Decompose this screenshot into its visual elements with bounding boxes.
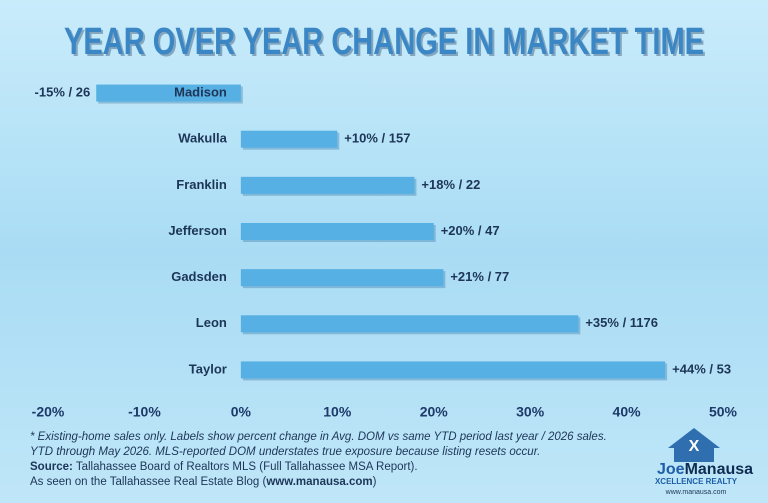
logo-tagline: XCELLENCE REALTY xyxy=(655,477,738,486)
plot: -20% -10% 0% 10% 20% 30% 40% 50% -15% / 26 Madiso… xyxy=(32,85,738,420)
category-label: Madison xyxy=(174,85,227,100)
value-label: +18% / 22 xyxy=(421,177,480,192)
bar xyxy=(240,176,415,194)
category-label: Jefferson xyxy=(168,223,227,238)
bar xyxy=(240,269,444,287)
value-label: +10% / 157 xyxy=(344,131,410,146)
x-tick-label: 10% xyxy=(323,404,352,420)
logo-brand-first: Joe xyxy=(657,461,685,478)
logo-url: www.manausa.com xyxy=(665,489,727,496)
x-tick-label: 30% xyxy=(516,404,545,420)
value-label: +35% / 1176 xyxy=(585,315,658,330)
logo-brand-second: Manausa xyxy=(685,461,754,478)
credit-text: As seen on the Tallahassee Real Estate B… xyxy=(30,476,266,488)
logo-brand: JoeManausa xyxy=(657,461,753,478)
logo-x: X xyxy=(689,438,700,455)
credit-text: ) xyxy=(373,476,377,488)
x-tick-label: 40% xyxy=(613,404,642,420)
credit-link: www.manausa.com xyxy=(265,476,372,488)
title-shadow: YEAR OVER YEAR CHANGE IN MARKET TIME xyxy=(66,23,706,65)
source-text: Tallahassee Board of Realtors MLS (Full … xyxy=(73,461,418,473)
note: YTD through May 2026. MLS-reported DOM u… xyxy=(30,446,540,458)
logo-house xyxy=(668,428,720,462)
note: * Existing-home sales only. Labels show … xyxy=(30,431,607,443)
chart-title: YEAR OVER YEAR CHANGE IN MARKET TIME xyxy=(64,21,704,63)
bar xyxy=(240,361,666,379)
bar xyxy=(240,315,579,333)
logo: X JoeManausa XCELLENCE REALTY www.manaus… xyxy=(655,428,753,496)
credit: As seen on the Tallahassee Real Estate B… xyxy=(30,476,377,488)
category-label: Franklin xyxy=(176,177,227,192)
category-label: Gadsden xyxy=(171,269,227,284)
category-label: Leon xyxy=(196,315,227,330)
x-tick-label: 50% xyxy=(709,404,738,420)
value-label: +44% / 53 xyxy=(672,361,731,376)
x-tick-label: -20% xyxy=(32,404,65,420)
x-tick-label: -10% xyxy=(128,404,161,420)
x-tick-label: 20% xyxy=(420,404,449,420)
category-label: Wakulla xyxy=(178,131,227,146)
bar xyxy=(240,223,434,240)
category-label: Taylor xyxy=(189,361,227,376)
x-tick-label: 0% xyxy=(231,404,252,420)
value-label: +20% / 47 xyxy=(441,223,500,238)
value-label: -15% / 26 xyxy=(35,85,91,100)
bar xyxy=(96,84,241,102)
source-label: Source: xyxy=(30,461,73,473)
value-label: +21% / 77 xyxy=(450,269,509,284)
bar xyxy=(240,130,338,148)
source: Source: Tallahassee Board of Realtors ML… xyxy=(30,461,418,473)
